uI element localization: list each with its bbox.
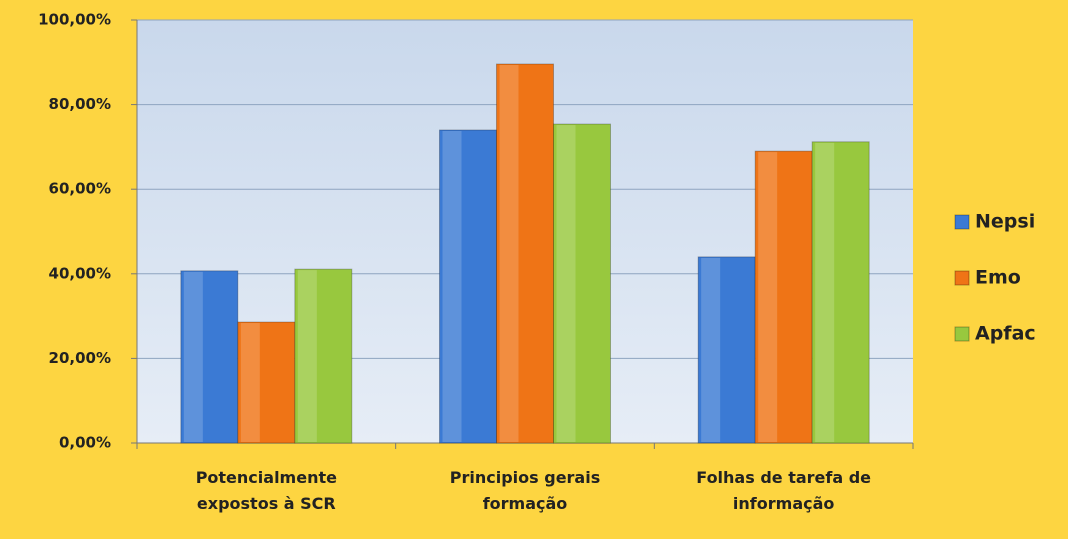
y-tick-label: 40,00% bbox=[49, 264, 111, 282]
x-tick-label: Folhas de tarefa de informação bbox=[696, 468, 872, 513]
legend-label: Nepsi bbox=[975, 211, 1035, 233]
bar bbox=[294, 268, 353, 444]
bar bbox=[496, 63, 554, 444]
bar bbox=[553, 123, 611, 444]
bar bbox=[439, 129, 497, 444]
x-tick-label: Principios gerais formação bbox=[449, 468, 601, 513]
y-tick-label: 0,00% bbox=[59, 434, 111, 452]
bar bbox=[811, 141, 870, 444]
legend-swatch bbox=[954, 326, 970, 342]
bar bbox=[754, 150, 813, 444]
bar bbox=[237, 321, 296, 444]
y-tick-label: 60,00% bbox=[49, 180, 111, 198]
bar bbox=[697, 256, 756, 444]
legend-label: Emo bbox=[975, 267, 1021, 289]
y-tick-label: 20,00% bbox=[49, 349, 111, 367]
bar bbox=[180, 270, 239, 444]
legend-swatch bbox=[954, 270, 970, 286]
y-tick-label: 100,00% bbox=[38, 11, 111, 29]
y-tick-label: 80,00% bbox=[49, 95, 111, 113]
legend-label: Apfac bbox=[975, 323, 1036, 345]
legend-swatch bbox=[954, 214, 970, 230]
x-tick-label: Potencialmente expostos à SCR bbox=[195, 468, 337, 513]
